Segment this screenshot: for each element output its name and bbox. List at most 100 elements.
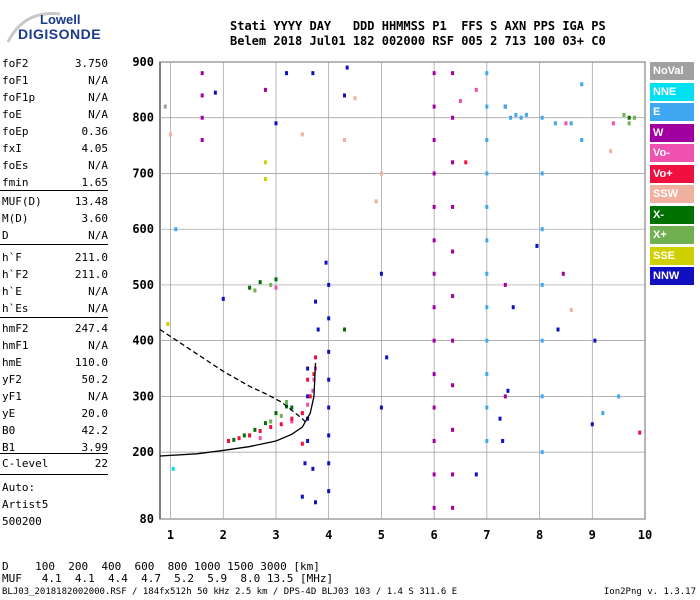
param-name: foE bbox=[2, 108, 22, 121]
data-point-nnw bbox=[474, 472, 478, 477]
data-point-ssw bbox=[169, 132, 173, 137]
header-values: Belem 2018 Jul01 182 002000 RSF 005 2 71… bbox=[230, 34, 606, 48]
param-row: h`Es N/A bbox=[2, 302, 108, 318]
x-tick-label: 8 bbox=[536, 528, 543, 542]
data-point-x- bbox=[248, 285, 252, 290]
legend-item-e: E bbox=[650, 103, 694, 121]
data-point-e bbox=[485, 204, 489, 209]
data-point-vo- bbox=[274, 285, 278, 290]
param-name: foF2 bbox=[2, 57, 29, 70]
param-value: 3.99 bbox=[81, 441, 109, 454]
data-point-e bbox=[580, 82, 584, 87]
data-point-vo- bbox=[464, 160, 468, 165]
data-point-nnw bbox=[316, 327, 320, 332]
divider bbox=[0, 190, 108, 191]
clevel-row: C-level 22 bbox=[2, 457, 108, 473]
data-point-nnw bbox=[327, 377, 331, 382]
data-point-nnw bbox=[593, 338, 597, 343]
logo-arc-icon bbox=[6, 12, 61, 43]
x-tick-label: 5 bbox=[378, 528, 385, 542]
data-point-nnw bbox=[327, 433, 331, 438]
data-point-w bbox=[503, 394, 507, 399]
param-name: D bbox=[2, 229, 9, 242]
data-point-w bbox=[200, 115, 204, 120]
data-point-w bbox=[432, 338, 436, 343]
data-point-nnw bbox=[379, 405, 383, 410]
data-point-w bbox=[451, 427, 455, 432]
param-value: 3.60 bbox=[81, 212, 109, 225]
param-row: foF1 N/A bbox=[2, 74, 108, 90]
data-point-nnw bbox=[311, 466, 315, 471]
data-point-vo- bbox=[611, 121, 615, 126]
data-point-nne bbox=[171, 466, 175, 471]
param-row: yF1 N/A bbox=[2, 390, 108, 406]
data-point-nnw bbox=[327, 461, 331, 466]
param-row: MUF(D) 13.48 bbox=[2, 195, 108, 211]
param-value: N/A bbox=[88, 302, 108, 315]
data-point-nnw bbox=[343, 93, 347, 98]
data-point-nnw bbox=[306, 438, 310, 443]
x-tick-label: 7 bbox=[483, 528, 490, 542]
data-point-e bbox=[553, 121, 557, 126]
data-point-w bbox=[432, 271, 436, 276]
param-value: 42.2 bbox=[81, 424, 109, 437]
data-point-w bbox=[451, 472, 455, 477]
param-row: h`F 211.0 bbox=[2, 251, 108, 267]
param-name: foF1p bbox=[2, 91, 36, 104]
legend-item-vo-: Vo- bbox=[650, 144, 694, 162]
param-value: 50.2 bbox=[81, 373, 109, 386]
param-row: h`E N/A bbox=[2, 285, 108, 301]
param-name: yF2 bbox=[2, 373, 22, 386]
data-point-nnw bbox=[506, 388, 510, 393]
data-point-nnw bbox=[590, 422, 594, 427]
data-point-ssw bbox=[300, 132, 304, 137]
data-point-e bbox=[485, 138, 489, 143]
data-point-nnw bbox=[327, 349, 331, 354]
y-tick-label: 80 bbox=[140, 512, 154, 526]
data-point-nnw bbox=[327, 405, 331, 410]
data-point-sse bbox=[263, 177, 267, 182]
data-point-vo- bbox=[458, 99, 462, 104]
auto-code: 500200 bbox=[2, 515, 42, 528]
param-value: 22 bbox=[94, 457, 108, 470]
param-name: B0 bbox=[2, 424, 16, 437]
x-tick-label: 9 bbox=[589, 528, 596, 542]
data-point-e bbox=[580, 138, 584, 143]
data-point-w bbox=[561, 271, 565, 276]
data-point-nnw bbox=[314, 299, 318, 304]
data-point-w bbox=[451, 383, 455, 388]
data-point-vo- bbox=[300, 411, 304, 416]
param-value: 0.36 bbox=[81, 125, 109, 138]
param-value: 20.0 bbox=[81, 407, 109, 420]
data-point-nnw bbox=[213, 90, 217, 95]
logo-line2: DIGISONDE bbox=[18, 26, 102, 42]
data-point-w bbox=[451, 505, 455, 510]
data-point-x- bbox=[253, 288, 257, 293]
legend-item-sse: SSE bbox=[650, 246, 694, 265]
data-point-w bbox=[503, 282, 507, 287]
data-point-e bbox=[485, 71, 489, 76]
param-row: B1 3.99 bbox=[2, 441, 108, 457]
param-name: hmF1 bbox=[2, 339, 29, 352]
param-value: N/A bbox=[88, 108, 108, 121]
param-value: 1.65 bbox=[81, 176, 109, 189]
data-point-w bbox=[432, 71, 436, 76]
param-name: fxI bbox=[2, 142, 22, 155]
y-tick-label: 300 bbox=[132, 389, 154, 403]
data-point-w bbox=[432, 238, 436, 243]
param-row: hmF2 247.4 bbox=[2, 322, 108, 338]
y-tick-label: 800 bbox=[132, 111, 154, 125]
x-tick-label: 2 bbox=[220, 528, 227, 542]
data-point-w bbox=[432, 438, 436, 443]
data-point-nnw bbox=[303, 461, 307, 466]
data-point-ssw bbox=[374, 199, 378, 204]
data-point-e bbox=[569, 121, 573, 126]
data-point-e bbox=[514, 112, 518, 117]
data-point-nnw bbox=[511, 305, 515, 310]
param-row: h`F2 211.0 bbox=[2, 268, 108, 284]
data-point-x- bbox=[285, 399, 289, 404]
divider bbox=[0, 317, 108, 318]
data-point-x- bbox=[242, 433, 246, 438]
param-row: fmin 1.65 bbox=[2, 176, 108, 192]
y-tick-label: 200 bbox=[132, 445, 154, 459]
